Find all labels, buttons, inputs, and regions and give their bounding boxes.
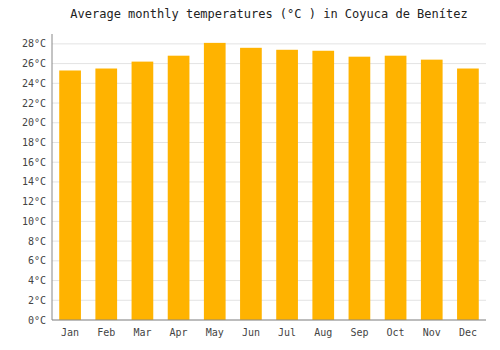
y-tick-label: 14°C bbox=[22, 176, 46, 187]
grid bbox=[52, 44, 486, 320]
y-tick-label: 8°C bbox=[28, 236, 46, 247]
bar bbox=[276, 50, 298, 320]
y-tick-label: 18°C bbox=[22, 137, 46, 148]
bar bbox=[312, 51, 334, 320]
y-tick-label: 12°C bbox=[22, 196, 46, 207]
y-tick-label: 26°C bbox=[22, 58, 46, 69]
y-tick-label: 10°C bbox=[22, 216, 46, 227]
grid-line bbox=[52, 43, 486, 44]
y-tick-label: 4°C bbox=[28, 275, 46, 286]
x-tick-label: Aug bbox=[314, 327, 332, 338]
bar bbox=[132, 62, 154, 320]
bar bbox=[385, 56, 407, 320]
x-tick-label: Jul bbox=[278, 327, 296, 338]
chart: Average monthly temperatures (°C ) in Co… bbox=[0, 0, 500, 350]
x-tick-label: Oct bbox=[387, 327, 405, 338]
y-tick-label: 20°C bbox=[22, 117, 46, 128]
y-tick-label: 6°C bbox=[28, 255, 46, 266]
y-axis: 0°C 2°C 4°C 6°C 8°C 10°C 12°C 14°C 16°C 18°C 20°C 2… bbox=[22, 38, 46, 325]
x-tick-label: Nov bbox=[423, 327, 441, 338]
x-axis: Jan Feb Mar Apr May Jun Jul Aug Sep Oct Nov Dec bbox=[61, 327, 477, 338]
bar bbox=[457, 69, 479, 320]
bar bbox=[95, 69, 117, 320]
bar bbox=[240, 48, 262, 320]
x-tick-label: Apr bbox=[170, 327, 188, 338]
x-tick-label: Dec bbox=[459, 327, 477, 338]
bar bbox=[168, 56, 190, 320]
bar bbox=[204, 43, 226, 320]
y-tick-label: 2°C bbox=[28, 295, 46, 306]
x-tick-label: Jan bbox=[61, 327, 79, 338]
bar bbox=[59, 70, 81, 320]
y-tick-label: 28°C bbox=[22, 38, 46, 49]
y-axis-line bbox=[52, 34, 53, 320]
y-tick-label: 0°C bbox=[28, 315, 46, 326]
grid-line bbox=[52, 320, 486, 321]
x-tick-label: May bbox=[206, 327, 224, 338]
bars bbox=[59, 43, 479, 320]
x-tick-label: Jun bbox=[242, 327, 260, 338]
x-tick-label: Mar bbox=[133, 327, 151, 338]
y-tick-label: 24°C bbox=[22, 78, 46, 89]
bar bbox=[421, 60, 443, 320]
x-tick-label: Feb bbox=[97, 327, 115, 338]
y-tick-label: 16°C bbox=[22, 157, 46, 168]
title: Average monthly temperatures (°C ) in Co… bbox=[70, 7, 467, 21]
x-tick-label: Sep bbox=[350, 327, 368, 338]
y-tick-label: 22°C bbox=[22, 98, 46, 109]
x-axis-line bbox=[52, 320, 486, 321]
bar bbox=[349, 57, 371, 320]
